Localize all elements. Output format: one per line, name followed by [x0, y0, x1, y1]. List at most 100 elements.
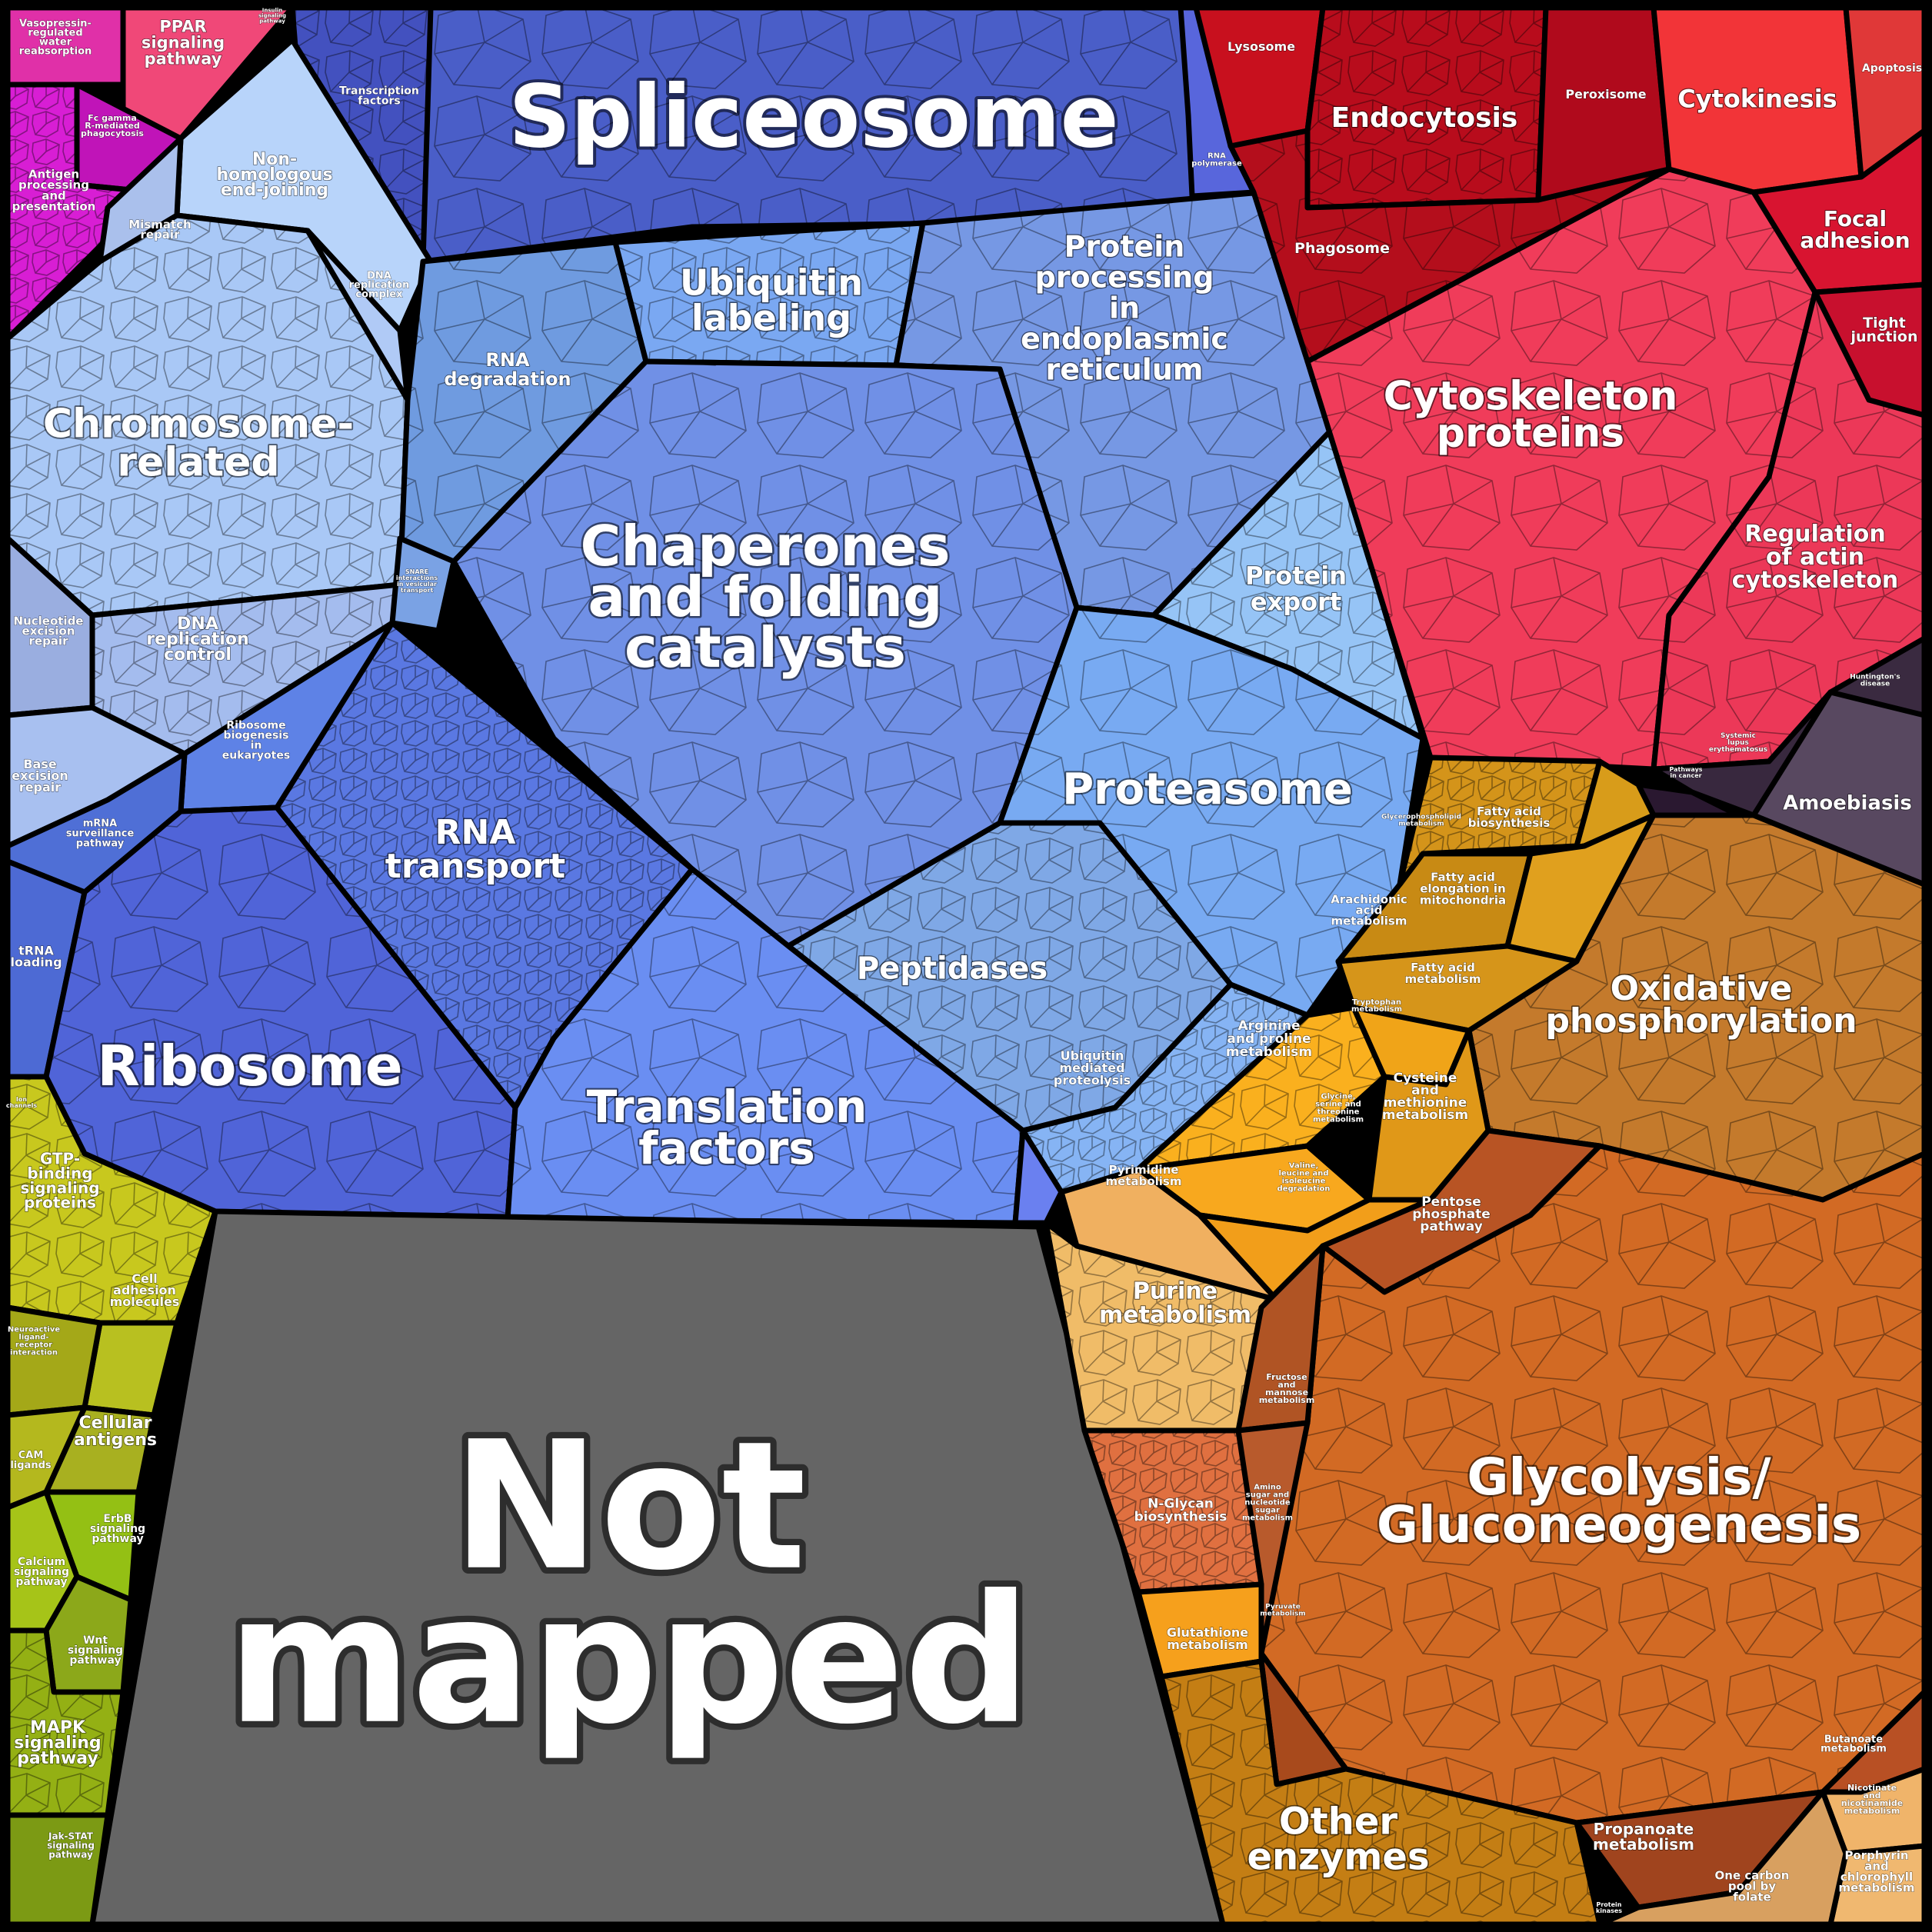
label-apoptosis: Apoptosis: [1861, 62, 1922, 75]
label-ubiquitin-mediated: Ubiquitin mediated proteolysis: [1053, 1048, 1131, 1088]
label-porphyrin: Porphyrin and chlorophyll metabolism: [1838, 1848, 1915, 1895]
label-cytokinesis: Cytokinesis: [1677, 83, 1838, 114]
region-chaperones[interactable]: [451, 358, 1080, 949]
region-regulation-actin[interactable]: [1651, 289, 1927, 772]
region-one-carbon[interactable]: [1597, 1789, 1849, 1927]
svg-text:Phagosome: Phagosome: [1294, 240, 1390, 257]
region-mapk[interactable]: [5, 1627, 126, 1818]
label-peroxisome: Peroxisome: [1565, 86, 1647, 102]
label-one-carbon: One carbon pool by folate: [1714, 1868, 1790, 1904]
label-peptidases: Peptidases: [855, 950, 1048, 988]
label-cellular-antigens: Cellular antigens: [73, 1413, 158, 1451]
label-n-glycan: N-Glycan biosynthesis: [1134, 1496, 1227, 1525]
label-non-homologous: Non-homologous end-joining: [216, 149, 334, 201]
label-mrna-surveillance: mRNA surveillance pathway: [65, 818, 135, 850]
region-glycolysis[interactable]: [1235, 1143, 1927, 1826]
region-proteasome[interactable]: [997, 605, 1426, 1018]
region-pyrimidine[interactable]: [1058, 1166, 1280, 1303]
region-n-glycan[interactable]: [1081, 1427, 1264, 1595]
region-chromosome[interactable]: [5, 212, 411, 618]
region-other-enzymes[interactable]: [1158, 1658, 1603, 1927]
svg-text:Peroxisome: Peroxisome: [1565, 87, 1646, 102]
label-translation-factors: Translation factors: [585, 1079, 869, 1176]
label-amino-sugar: Amino sugar and nucleotide sugar metabolism: [1242, 1483, 1294, 1523]
label-calcium: Calcium signaling pathway: [13, 1556, 69, 1589]
svg-text:Glycolysis/Gluconeogenesis: Glycolysis/Gluconeogenesis: [1377, 1447, 1861, 1554]
region-antigen-processing[interactable]: [5, 82, 157, 341]
label-pentose: Pentose phosphate pathway: [1412, 1194, 1491, 1235]
label-butanoate: Butanoate metabolism: [1820, 1734, 1887, 1755]
region-arginine[interactable]: [1135, 1004, 1387, 1172]
label-erbb: ErbB signaling pathway: [89, 1513, 145, 1546]
label-glycine: Glycine, serine and threonine metabolism: [1313, 1092, 1364, 1124]
svg-text:Peptidases: Peptidases: [857, 951, 1048, 986]
label-regulation-actin: Regulation of actin cytoskeleton: [1731, 520, 1900, 595]
region-ubiquitin-labeling[interactable]: [612, 220, 926, 368]
label-transcription-factors: Transcription factors: [339, 85, 420, 108]
label-proteasome: Proteasome: [1061, 763, 1354, 816]
label-valine: Valine, leucine and isoleucine degradation: [1277, 1161, 1331, 1194]
label-fructose: Fructose and mannose metabolism: [1258, 1371, 1315, 1405]
label-pyrimidine: Pyrimidine metabolism: [1105, 1162, 1182, 1188]
region-vasopressin[interactable]: [5, 5, 126, 88]
label-mismatch: Mismatch repair: [128, 217, 192, 242]
region-endocytosis[interactable]: [1304, 5, 1549, 211]
region-phagosome[interactable]: [1227, 128, 1672, 365]
label-rna-degradation: RNA degradation: [443, 348, 571, 391]
label-purine: Purine metabolism: [1098, 1277, 1252, 1329]
label-pyruvate: Pyruvate metabolism: [1260, 1603, 1306, 1618]
label-fc-gamma: Fc gamma R-mediated phagocytosis: [81, 112, 145, 138]
label-huntingtons: Huntington's disease: [1850, 673, 1901, 688]
label-endocytosis: Endocytosis: [1330, 102, 1518, 135]
region-neuroactive[interactable]: [5, 1304, 103, 1418]
svg-text:Lysosome: Lysosome: [1227, 39, 1295, 54]
label-ion-channels: Ion channels: [5, 1095, 37, 1109]
label-phagosome: Phagosome: [1294, 239, 1390, 257]
svg-text:Apoptosis: Apoptosis: [1862, 62, 1922, 75]
label-focal-adhesion: Focal adhesion: [1799, 205, 1910, 254]
label-glutathione: Glutathione metabolism: [1166, 1624, 1249, 1652]
label-pathways-cancer: Pathways in cancer: [1669, 765, 1703, 779]
label-spliceosome: Spliceosome: [505, 64, 1121, 170]
region-snare[interactable]: [389, 535, 457, 634]
region-cytoskeleton[interactable]: [1304, 166, 1818, 772]
label-nucleotide-excision: Nucleotide excision repair: [13, 614, 84, 648]
region-lupus[interactable]: [1651, 689, 1834, 818]
label-amoebiasis: Amoebiasis: [1782, 791, 1913, 815]
region-glycerophospholipid[interactable]: [1397, 754, 1603, 888]
